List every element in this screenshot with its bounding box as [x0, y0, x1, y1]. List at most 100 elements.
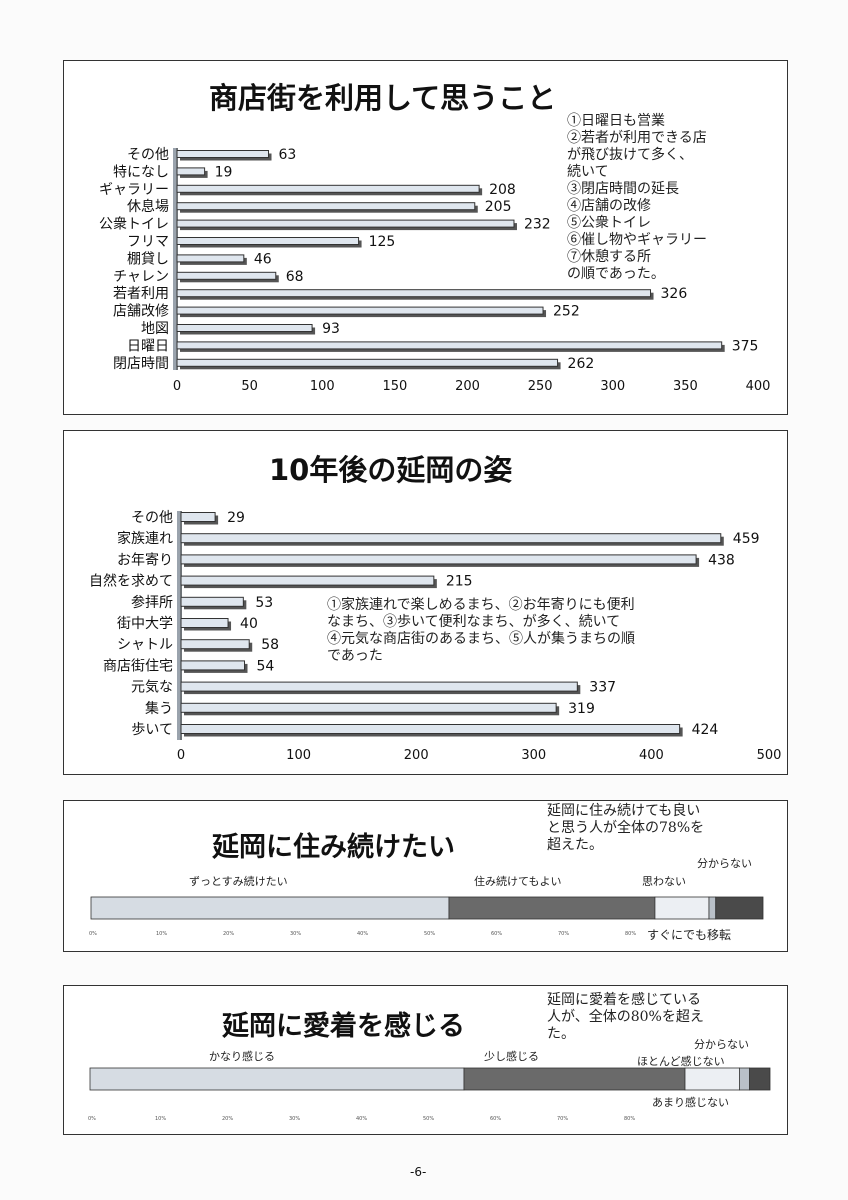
- category-label: シャトル: [117, 637, 173, 653]
- category-label: 家族連れ: [117, 530, 173, 547]
- x-tick-label: 0%: [89, 931, 97, 937]
- value-label: 459: [733, 531, 760, 547]
- value-label: 438: [708, 552, 735, 568]
- x-tick-label: 60%: [490, 1116, 501, 1122]
- category-label: チャレン: [113, 269, 169, 285]
- chart-note: 延岡に住み続けても良い と思う人が全体の78%を 超えた。: [547, 803, 704, 854]
- bar: [180, 724, 681, 734]
- category-label: 地図: [141, 321, 169, 337]
- category-label: その他: [131, 510, 173, 526]
- bar: [176, 202, 476, 211]
- bar: [176, 341, 723, 350]
- segment: [708, 896, 717, 920]
- x-tick-label: 150: [382, 379, 407, 394]
- x-tick-label: 200: [404, 748, 429, 763]
- note-line: と思う人が全体の78%を: [547, 820, 705, 836]
- note-line: ②若者が利用できる店: [567, 130, 707, 146]
- bar: [180, 512, 216, 522]
- category-label: その他: [127, 147, 169, 163]
- value-label: 63: [279, 147, 297, 163]
- segment-label-5: あまり感じない: [652, 1096, 729, 1109]
- category-label: お年寄り: [117, 551, 173, 568]
- segment-label-2: 住み続けてもよい: [474, 875, 562, 888]
- x-tick-label: 200: [455, 379, 480, 394]
- value-label: 205: [485, 199, 512, 215]
- chart-note: ①家族連れで楽しめるまち、②お年寄りにも便利 なまち、③歩いて便利なまち、が多く、…: [327, 597, 635, 665]
- bar: [176, 306, 544, 315]
- bar: [176, 167, 206, 176]
- category-label: 元気な: [131, 680, 173, 696]
- value-label: 319: [568, 701, 595, 717]
- bar: [180, 618, 229, 628]
- value-label: 46: [254, 251, 272, 267]
- value-label: 252: [553, 304, 580, 320]
- x-tick-label: 350: [673, 379, 698, 394]
- x-tick-label: 0: [177, 748, 185, 763]
- value-label: 326: [661, 286, 688, 302]
- value-label: 40: [240, 616, 258, 632]
- bar: [180, 575, 435, 586]
- x-tick-label: 400: [746, 379, 771, 394]
- x-tick-label: 30%: [290, 931, 301, 937]
- bar: [180, 702, 557, 713]
- note-line: の順であった。: [567, 266, 665, 282]
- bar: [176, 184, 480, 193]
- bar: [180, 533, 722, 544]
- note-line: ①家族連れで楽しめるまち、②お年寄りにも便利: [327, 597, 635, 613]
- category-label: 集う: [145, 700, 173, 717]
- category-label: 棚貸し: [127, 251, 169, 267]
- x-tick-label: 80%: [624, 1116, 635, 1122]
- value-label: 262: [568, 356, 595, 372]
- note-line: であった: [327, 648, 383, 664]
- axis-wall: [177, 511, 182, 740]
- chart-title: 10年後の延岡の姿: [269, 453, 513, 487]
- page-number: -6-: [410, 1165, 427, 1179]
- chart-title: 延岡に住み続けたい: [212, 832, 455, 863]
- value-label: 53: [255, 595, 273, 611]
- note-line: ①日曜日も営業: [567, 113, 665, 129]
- note-line: 超えた。: [547, 837, 603, 853]
- x-tick-label: 30%: [289, 1116, 300, 1122]
- x-tick-label: 100: [286, 748, 311, 763]
- x-tick-label: 300: [521, 748, 546, 763]
- x-tick-label: 300: [600, 379, 625, 394]
- bar: [176, 324, 313, 332]
- note-line: ④店舗の改修: [567, 198, 651, 214]
- x-tick-label: 0%: [88, 1116, 96, 1122]
- segment-label-3: ほとんど感じない: [637, 1055, 725, 1068]
- x-tick-label: 10%: [155, 1116, 166, 1122]
- value-label: 68: [286, 269, 304, 285]
- category-label: 参拝所: [131, 594, 173, 611]
- segment-label-2: 少し感じる: [484, 1050, 539, 1063]
- category-label: 商店街住宅: [103, 658, 173, 674]
- note-line: ⑤公衆トイレ: [567, 215, 651, 231]
- category-label: 公衆トイレ: [99, 217, 169, 233]
- bar: [176, 254, 245, 263]
- category-label: 休息場: [127, 198, 169, 215]
- x-tick-label: 100: [310, 379, 335, 394]
- note-line: ⑦休憩する所: [567, 249, 651, 265]
- category-label: 店舗改修: [113, 304, 169, 320]
- category-label: フリマ: [127, 234, 169, 250]
- chart-panel-shopping-street: 商店街を利用して思うこと ①日曜日も営業 ②若者が利用できる店 が飛び抜けて多く、続…: [63, 60, 788, 415]
- segment: [90, 896, 450, 920]
- note-line: ④元気な商店街のあるまち、⑤人が集うまちの順: [327, 631, 635, 647]
- bar: [176, 237, 360, 245]
- stacked-bar-attachment: 0% 10% 20% 30% 40% 50% 60% 70% 80%: [88, 1067, 771, 1122]
- value-label: 125: [369, 234, 396, 250]
- chart-title: 延岡に愛着を感じる: [222, 1011, 465, 1042]
- category-label: 特になし: [113, 164, 169, 180]
- category-label: 閉店時間: [113, 356, 169, 372]
- value-label: 29: [227, 510, 245, 526]
- x-tick-label: 20%: [223, 931, 234, 937]
- x-tick-label: 40%: [356, 1116, 367, 1122]
- note-line: が飛び抜けて多く、: [567, 147, 693, 163]
- value-label: 375: [732, 338, 759, 354]
- value-label: 58: [261, 637, 279, 653]
- x-tick-label: 60%: [491, 931, 502, 937]
- segment-label-5: すぐにでも移転: [647, 928, 732, 942]
- x-tick-label: 40%: [357, 931, 368, 937]
- category-label: 自然を求めて: [89, 573, 173, 590]
- note-line: ③閉店時間の延長: [567, 181, 679, 197]
- segment: [448, 896, 656, 920]
